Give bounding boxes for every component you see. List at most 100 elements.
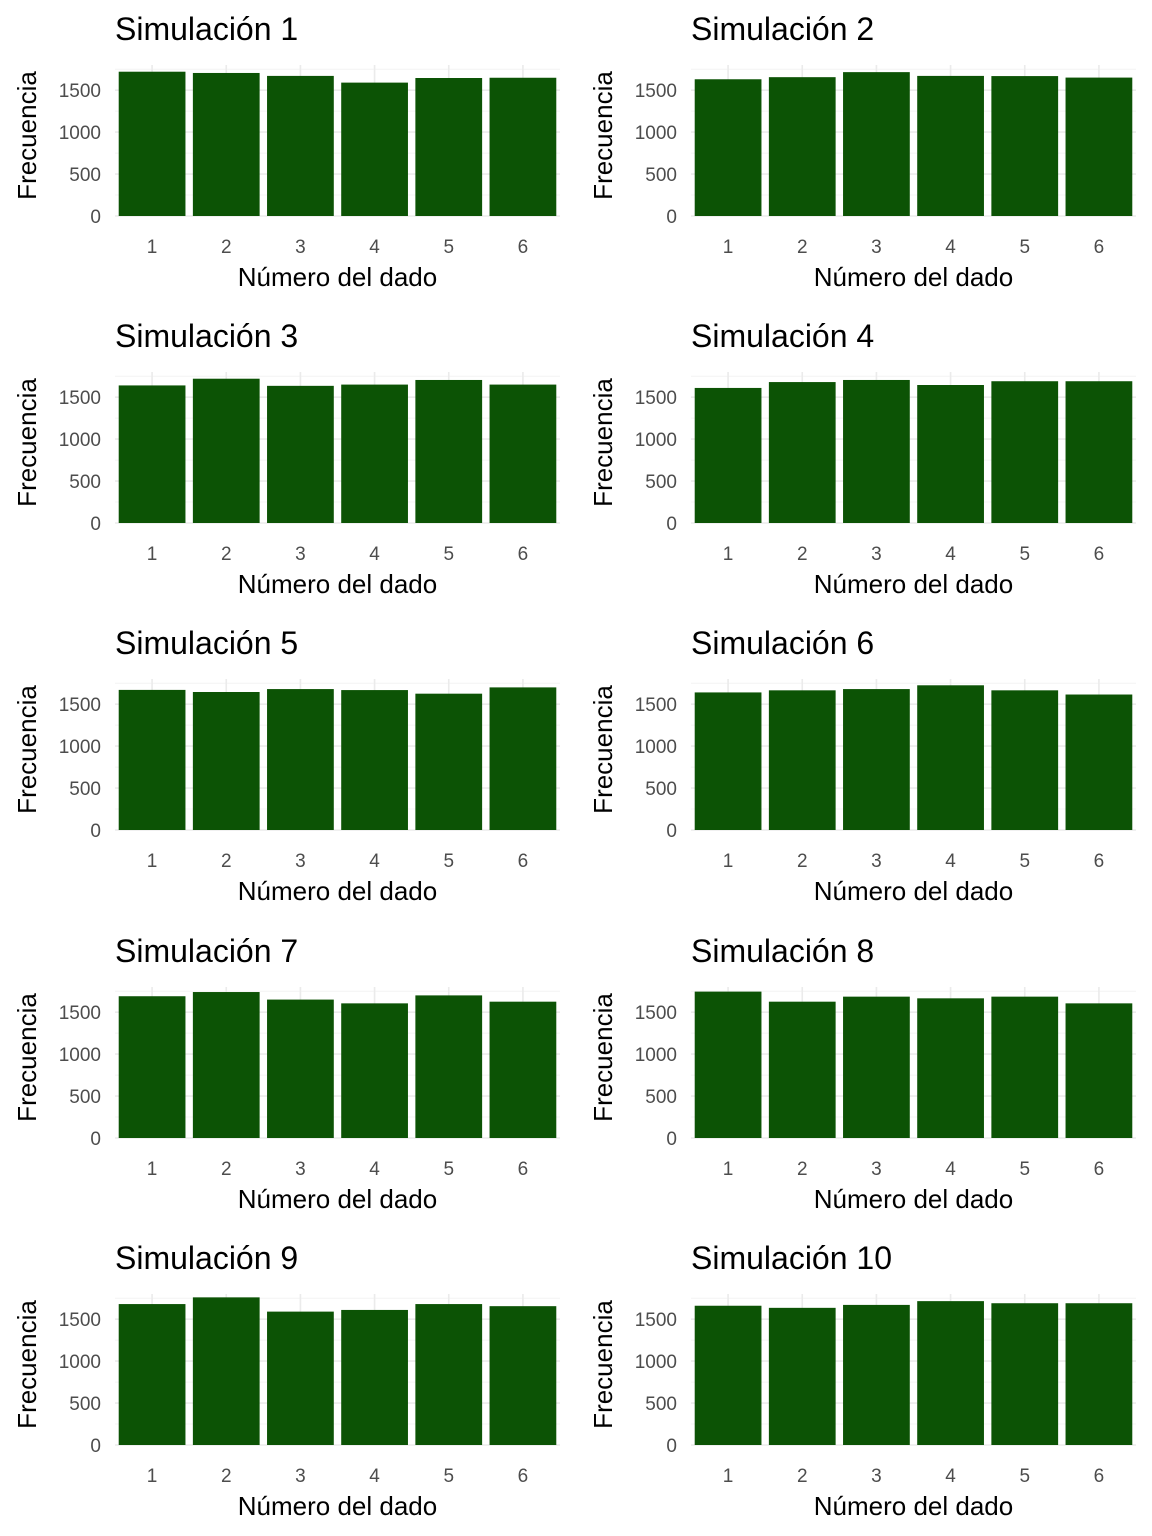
x-tick-label: 3 bbox=[295, 1466, 306, 1487]
bar bbox=[1065, 1303, 1133, 1445]
bar bbox=[489, 1306, 557, 1445]
bar bbox=[192, 72, 260, 216]
x-tick-label: 5 bbox=[1019, 544, 1030, 565]
y-tick-label: 500 bbox=[69, 779, 101, 800]
y-tick-label: 500 bbox=[69, 165, 101, 186]
x-tick-label: 2 bbox=[797, 851, 808, 872]
x-tick-label: 5 bbox=[443, 1466, 454, 1487]
bar-chart: 0 500 1000 1500 1 2 3 4 5 6 Simulación 2 Número del… bbox=[588, 11, 1136, 292]
y-tick-label: 500 bbox=[645, 472, 677, 493]
x-tick-label: 6 bbox=[518, 851, 529, 872]
y-tick-label: 1000 bbox=[635, 1045, 677, 1066]
x-tick-label: 2 bbox=[221, 1466, 232, 1487]
y-tick-label: 1500 bbox=[635, 81, 677, 102]
x-axis-label: Número del dado bbox=[814, 569, 1013, 599]
bar bbox=[267, 1311, 334, 1445]
x-axis-label: Número del dado bbox=[238, 262, 437, 292]
x-tick-label: 4 bbox=[369, 544, 380, 565]
bar bbox=[415, 78, 483, 216]
chart-title: Simulación 3 bbox=[115, 318, 298, 354]
y-axis-label: Frecuencia bbox=[12, 71, 42, 200]
chart-title: Simulación 2 bbox=[691, 11, 874, 47]
x-tick-label: 6 bbox=[1094, 544, 1105, 565]
x-tick-label: 1 bbox=[723, 1159, 734, 1180]
bar bbox=[1065, 77, 1133, 216]
x-tick-label: 4 bbox=[945, 1159, 956, 1180]
x-tick-label: 1 bbox=[147, 1159, 158, 1180]
x-tick-label: 5 bbox=[1019, 851, 1030, 872]
chart-panel: 0 500 1000 1500 1 2 3 4 5 6 Simulación 2 Número del… bbox=[576, 0, 1152, 307]
y-tick-label: 1000 bbox=[59, 1352, 101, 1373]
x-tick-label: 2 bbox=[797, 1466, 808, 1487]
bar bbox=[267, 689, 334, 830]
x-tick-label: 2 bbox=[797, 1159, 808, 1180]
bar bbox=[694, 387, 762, 523]
x-axis-label: Número del dado bbox=[814, 1184, 1013, 1214]
y-tick-label: 1500 bbox=[59, 1003, 101, 1024]
x-tick-label: 3 bbox=[871, 237, 882, 258]
y-axis-label: Frecuencia bbox=[12, 993, 42, 1122]
bar bbox=[192, 378, 260, 523]
x-tick-label: 1 bbox=[147, 544, 158, 565]
x-tick-label: 3 bbox=[871, 544, 882, 565]
chart-title: Simulación 1 bbox=[115, 11, 298, 47]
bar-chart: 0 500 1000 1500 1 2 3 4 5 6 Simulación 9 Número del… bbox=[12, 1240, 560, 1521]
bar bbox=[118, 385, 186, 523]
chart-panel: 0 500 1000 1500 1 2 3 4 5 6 Simulación 7 Número del… bbox=[0, 922, 576, 1229]
chart-title: Simulación 8 bbox=[691, 933, 874, 969]
bar bbox=[843, 379, 910, 523]
chart-title: Simulación 9 bbox=[115, 1240, 298, 1276]
y-tick-label: 1500 bbox=[59, 81, 101, 102]
x-axis-label: Número del dado bbox=[238, 1184, 437, 1214]
y-axis-label: Frecuencia bbox=[588, 71, 618, 200]
bar bbox=[341, 82, 408, 216]
y-tick-label: 1500 bbox=[635, 695, 677, 716]
y-axis-label: Frecuencia bbox=[12, 1300, 42, 1429]
bar bbox=[917, 75, 984, 217]
y-tick-label: 1500 bbox=[59, 695, 101, 716]
x-axis-label: Número del dado bbox=[814, 1491, 1013, 1521]
y-tick-label: 0 bbox=[90, 821, 101, 842]
bar bbox=[843, 689, 910, 830]
bar bbox=[489, 384, 557, 523]
x-tick-label: 3 bbox=[295, 544, 306, 565]
x-tick-label: 3 bbox=[295, 237, 306, 258]
x-tick-label: 3 bbox=[295, 851, 306, 872]
bar bbox=[694, 79, 762, 216]
x-tick-label: 4 bbox=[369, 851, 380, 872]
bar-chart: 0 500 1000 1500 1 2 3 4 5 6 Simulación 3 Número del… bbox=[12, 318, 560, 599]
y-axis-label: Frecuencia bbox=[588, 1300, 618, 1429]
bar bbox=[118, 1304, 186, 1445]
y-tick-label: 1000 bbox=[59, 123, 101, 144]
bar bbox=[991, 76, 1059, 216]
x-axis-label: Número del dado bbox=[238, 1491, 437, 1521]
y-tick-label: 1500 bbox=[635, 1310, 677, 1331]
x-axis-label: Número del dado bbox=[238, 876, 437, 906]
x-tick-label: 4 bbox=[369, 1159, 380, 1180]
bar bbox=[341, 690, 408, 830]
x-tick-label: 3 bbox=[871, 851, 882, 872]
x-tick-label: 5 bbox=[443, 1159, 454, 1180]
x-tick-label: 3 bbox=[871, 1159, 882, 1180]
bar bbox=[768, 690, 836, 830]
bar bbox=[694, 991, 762, 1138]
y-tick-label: 500 bbox=[645, 1394, 677, 1415]
bar bbox=[118, 689, 186, 830]
x-axis-label: Número del dado bbox=[814, 876, 1013, 906]
chart-title: Simulación 5 bbox=[115, 625, 298, 661]
y-tick-label: 0 bbox=[666, 207, 677, 228]
y-tick-label: 1000 bbox=[635, 1352, 677, 1373]
x-tick-label: 4 bbox=[945, 544, 956, 565]
bar bbox=[415, 995, 483, 1138]
bar bbox=[267, 75, 334, 217]
y-tick-label: 500 bbox=[69, 1087, 101, 1108]
x-tick-label: 3 bbox=[871, 1466, 882, 1487]
x-tick-label: 1 bbox=[723, 851, 734, 872]
x-tick-label: 6 bbox=[1094, 851, 1105, 872]
bar bbox=[415, 1304, 483, 1445]
y-tick-label: 1000 bbox=[59, 430, 101, 451]
bar bbox=[1065, 381, 1133, 523]
bar-chart: 0 500 1000 1500 1 2 3 4 5 6 Simulación 1 Número del… bbox=[12, 11, 560, 292]
bar bbox=[917, 385, 984, 523]
